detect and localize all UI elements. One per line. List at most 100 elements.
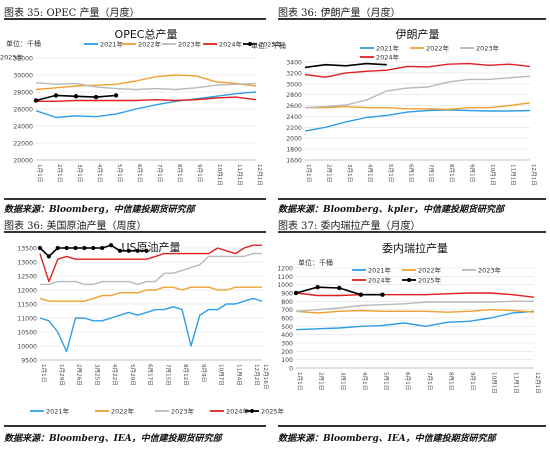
y-tick-label: 12000 [17, 288, 37, 295]
data-point-2025 [108, 243, 114, 248]
data-source: 数据来源：Bloomberg、IEA，中信建投期货研究部 [278, 434, 496, 444]
y-tick-label: 11000 [17, 316, 37, 323]
x-tick-label: 12月16日 [262, 364, 269, 389]
x-tick-label: 8月1日 [448, 164, 455, 182]
y-tick-label: 12500 [17, 274, 37, 281]
x-tick-label: 5月1日 [383, 372, 390, 390]
data-point-2025 [55, 245, 60, 251]
unit-label: 单位：千桶 [6, 39, 41, 48]
x-tick-label: 2月1日 [318, 372, 325, 390]
data-point-2025 [73, 245, 78, 251]
y-tick-label: 200 [281, 349, 293, 356]
x-tick-label: 1月1日 [296, 372, 303, 390]
legend-label: 2025年 [0, 53, 24, 62]
x-tick-label: 8月12日 [182, 364, 189, 386]
legend-label: 2022年 [111, 407, 135, 416]
data-point-2025 [337, 285, 342, 291]
figure-caption: 图表 37: 委内瑞拉产量（月度） [278, 221, 421, 232]
x-tick-label: 4月1日 [361, 372, 368, 390]
legend-label: 2024年 [226, 407, 250, 416]
chart-title: OPEC总产量 [115, 27, 178, 41]
x-tick-label: 1月1日 [305, 164, 312, 182]
x-tick-label: 9月1日 [196, 164, 203, 182]
series-line-2022 [305, 102, 531, 111]
x-tick-label: 6月1日 [136, 164, 143, 182]
data-point-2025 [113, 93, 119, 98]
x-tick-label: 12月1日 [530, 164, 537, 186]
x-tick-label: 1月1日 [40, 364, 47, 382]
series-line-2024 [295, 292, 535, 298]
x-tick-label: 10月1日 [491, 372, 498, 394]
x-tick-label: 7月15日 [164, 364, 171, 386]
y-tick-label: 22000 [13, 141, 33, 148]
x-tick-label: 11月4日 [235, 364, 242, 386]
y-tick-label: 1800 [286, 147, 302, 154]
x-tick-label: 7月1日 [428, 164, 435, 182]
x-tick-label: 9月9日 [200, 364, 207, 382]
caption-rule [4, 231, 266, 233]
x-tick-label: 5月1日 [116, 164, 123, 182]
y-tick-label: 400 [281, 332, 293, 339]
x-tick-label: 6月1日 [404, 372, 411, 390]
legend-marker [250, 409, 254, 413]
data-point-2025 [33, 98, 39, 103]
data-point-2025 [100, 245, 105, 251]
caption-rule [278, 231, 546, 233]
y-tick-label: 9500 [21, 358, 37, 365]
data-point-2025 [64, 245, 69, 251]
x-tick-label: 7月1日 [426, 372, 433, 390]
y-tick-label: 30000 [13, 73, 33, 80]
data-point-2025 [37, 245, 43, 251]
source-rule [4, 198, 266, 200]
series-line-2023 [304, 75, 531, 109]
y-tick-label: 1100 [277, 274, 293, 281]
legend-label: 2021年 [100, 40, 124, 49]
data-point-2025 [293, 290, 299, 296]
data-point-2025 [315, 284, 320, 290]
y-tick-label: 2000 [286, 136, 302, 143]
y-tick-label: 500 [281, 324, 293, 331]
x-tick-label: 2月26日 [76, 364, 83, 386]
series-line-2021 [39, 297, 263, 353]
y-tick-label: 100 [281, 357, 293, 364]
y-tick-label: 3400 [286, 60, 302, 67]
x-tick-label: 10月7日 [218, 364, 225, 386]
figure-caption: 图表 36: 伊朗产量（月度） [278, 8, 401, 19]
y-tick-label: 24000 [13, 124, 33, 131]
figure-caption: 图表 36: 美国原油产量（周度） [4, 221, 147, 232]
series-line-2021 [304, 109, 531, 132]
legend-label: 2022年 [426, 44, 450, 53]
x-tick-label: 3月1日 [76, 164, 83, 182]
x-tick-label: 2月1日 [56, 164, 63, 182]
data-point-2025 [117, 248, 123, 253]
legend-marker [407, 278, 411, 282]
legend-label: 2023年 [478, 266, 502, 275]
x-tick-label: 5月20日 [129, 364, 136, 386]
y-tick-label: 10500 [17, 330, 37, 337]
y-tick-label: 1200 [277, 266, 293, 273]
data-point-2025 [380, 292, 385, 297]
y-tick-label: 2200 [286, 125, 302, 132]
data-point-2025 [126, 248, 131, 253]
series-line-2021 [295, 310, 535, 331]
x-tick-label: 10月1日 [216, 164, 223, 186]
y-tick-label: 1600 [286, 158, 302, 165]
y-tick-label: 10000 [17, 344, 37, 351]
x-tick-label: 9月1日 [469, 372, 476, 390]
x-tick-label: 6月1日 [407, 164, 414, 182]
x-tick-label: 10月1日 [489, 164, 496, 186]
caption-rule [278, 18, 546, 20]
x-tick-label: 7月1日 [156, 164, 163, 182]
series-line-2022 [295, 309, 535, 314]
series-line-2024 [36, 96, 257, 102]
x-tick-label: 6月17日 [147, 364, 154, 386]
legend-label: 2025年 [418, 276, 442, 285]
x-tick-label: 1月1日 [36, 164, 43, 182]
x-tick-label: 9月1日 [469, 164, 476, 182]
source-rule [4, 425, 266, 427]
x-tick-label: 4月1日 [366, 164, 373, 182]
x-tick-label: 3月1日 [346, 164, 353, 182]
x-tick-label: 12月2日 [253, 364, 260, 386]
